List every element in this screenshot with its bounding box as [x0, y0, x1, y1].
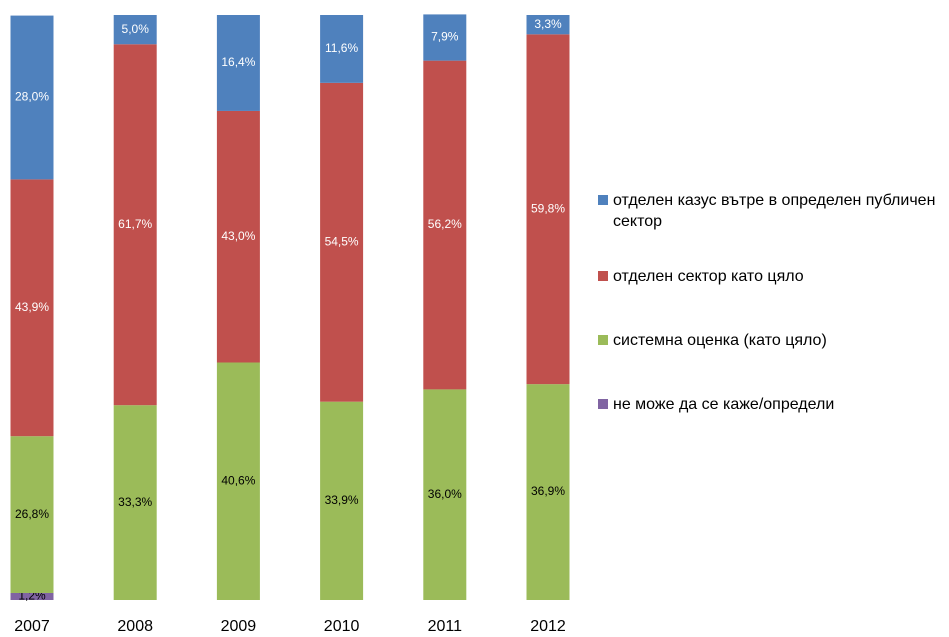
legend-item: отделен казус вътре в определен публичен…: [598, 190, 948, 232]
bar-segment: [526, 34, 570, 385]
bar-segment: [216, 362, 260, 600]
bar-segment: [113, 44, 157, 406]
data-label: 11,6%: [325, 41, 358, 55]
data-label: 7,9%: [431, 30, 459, 44]
data-label: 33,9%: [325, 493, 359, 507]
legend-swatch: [598, 195, 608, 205]
x-tick-label: 2007: [14, 618, 50, 635]
legend-item: системна оценка (като цяло): [598, 330, 948, 351]
data-label: 54,5%: [325, 234, 359, 248]
data-label: 61,7%: [118, 217, 152, 231]
bar-segment: [320, 82, 364, 402]
x-tick-label: 2009: [221, 618, 257, 635]
bar-segment: [423, 389, 467, 600]
bar-segment: [10, 592, 54, 600]
data-label: 16,4%: [221, 55, 255, 69]
data-label: 59,8%: [531, 201, 565, 215]
x-tick-label: 2011: [428, 618, 463, 635]
data-label: 33,3%: [118, 495, 152, 509]
data-label: 36,9%: [531, 484, 565, 498]
bar-segment: [10, 15, 54, 180]
legend-item: не може да се каже/определи: [598, 394, 948, 415]
data-label: 28,0%: [15, 90, 49, 104]
x-tick-label: 2010: [324, 618, 360, 635]
bar-segment: [423, 14, 467, 61]
bar-segment: [10, 179, 54, 437]
x-tick-label: 2008: [117, 618, 153, 635]
bar-segment: [320, 401, 364, 600]
bar-segment: [216, 110, 260, 363]
bar-segment: [423, 60, 467, 390]
legend-label: не може да се каже/определи: [613, 396, 835, 413]
data-label: 56,2%: [428, 217, 462, 231]
bar-segment: [320, 15, 364, 83]
data-label: 36,0%: [428, 487, 462, 501]
x-tick-label: 2012: [530, 618, 566, 635]
data-label: 43,0%: [221, 229, 255, 243]
legend-label: отделен казус вътре в определен публичен…: [613, 192, 936, 230]
data-label: 40,6%: [221, 473, 255, 487]
data-label: 5,0%: [122, 22, 150, 36]
legend-label: отделен сектор като цяло: [613, 268, 804, 285]
legend-label: системна оценка (като цяло): [613, 332, 827, 349]
bar-segment: [113, 15, 157, 45]
bar-segment: [526, 15, 570, 35]
legend-item: отделен сектор като цяло: [598, 266, 948, 287]
data-label: 26,8%: [15, 507, 49, 521]
data-label: 43,9%: [15, 300, 49, 314]
legend-swatch: [598, 335, 608, 345]
bar-segment: [10, 436, 54, 593]
legend-swatch: [598, 399, 608, 409]
bar-segment: [526, 384, 570, 600]
bar-segment: [216, 15, 260, 111]
data-label: 3,3%: [534, 17, 562, 31]
bar-segment: [113, 405, 157, 600]
legend-swatch: [598, 271, 608, 281]
